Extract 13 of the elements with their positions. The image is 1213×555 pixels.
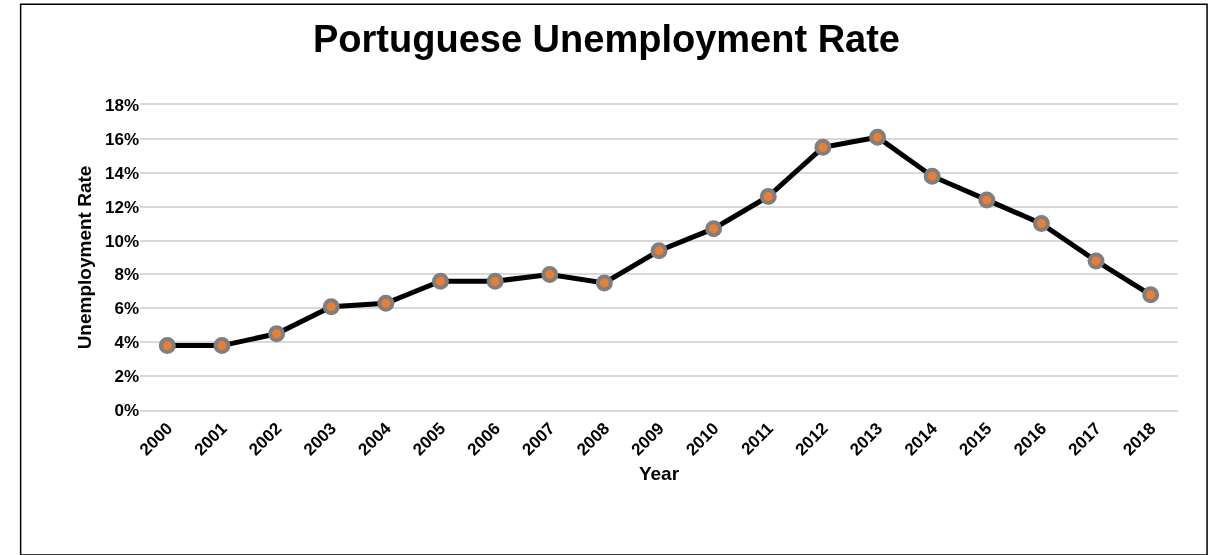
y-tick-label: 8% bbox=[114, 265, 139, 285]
chart-title: Portuguese Unemployment Rate bbox=[313, 18, 900, 61]
y-tick-label: 4% bbox=[114, 333, 139, 353]
y-tick-label: 18% bbox=[104, 95, 139, 115]
y-tick-label: 2% bbox=[114, 367, 139, 387]
y-tick-label: 0% bbox=[114, 400, 139, 420]
y-tick-label: 16% bbox=[104, 129, 139, 149]
y-tick-label: 10% bbox=[104, 231, 139, 251]
y-axis-title: Unemployment Rate bbox=[73, 165, 95, 350]
y-tick-label: 12% bbox=[104, 197, 139, 217]
y-tick-label: 14% bbox=[104, 163, 139, 183]
y-tick-label: 6% bbox=[114, 299, 139, 319]
x-axis-title: Year bbox=[638, 462, 680, 484]
